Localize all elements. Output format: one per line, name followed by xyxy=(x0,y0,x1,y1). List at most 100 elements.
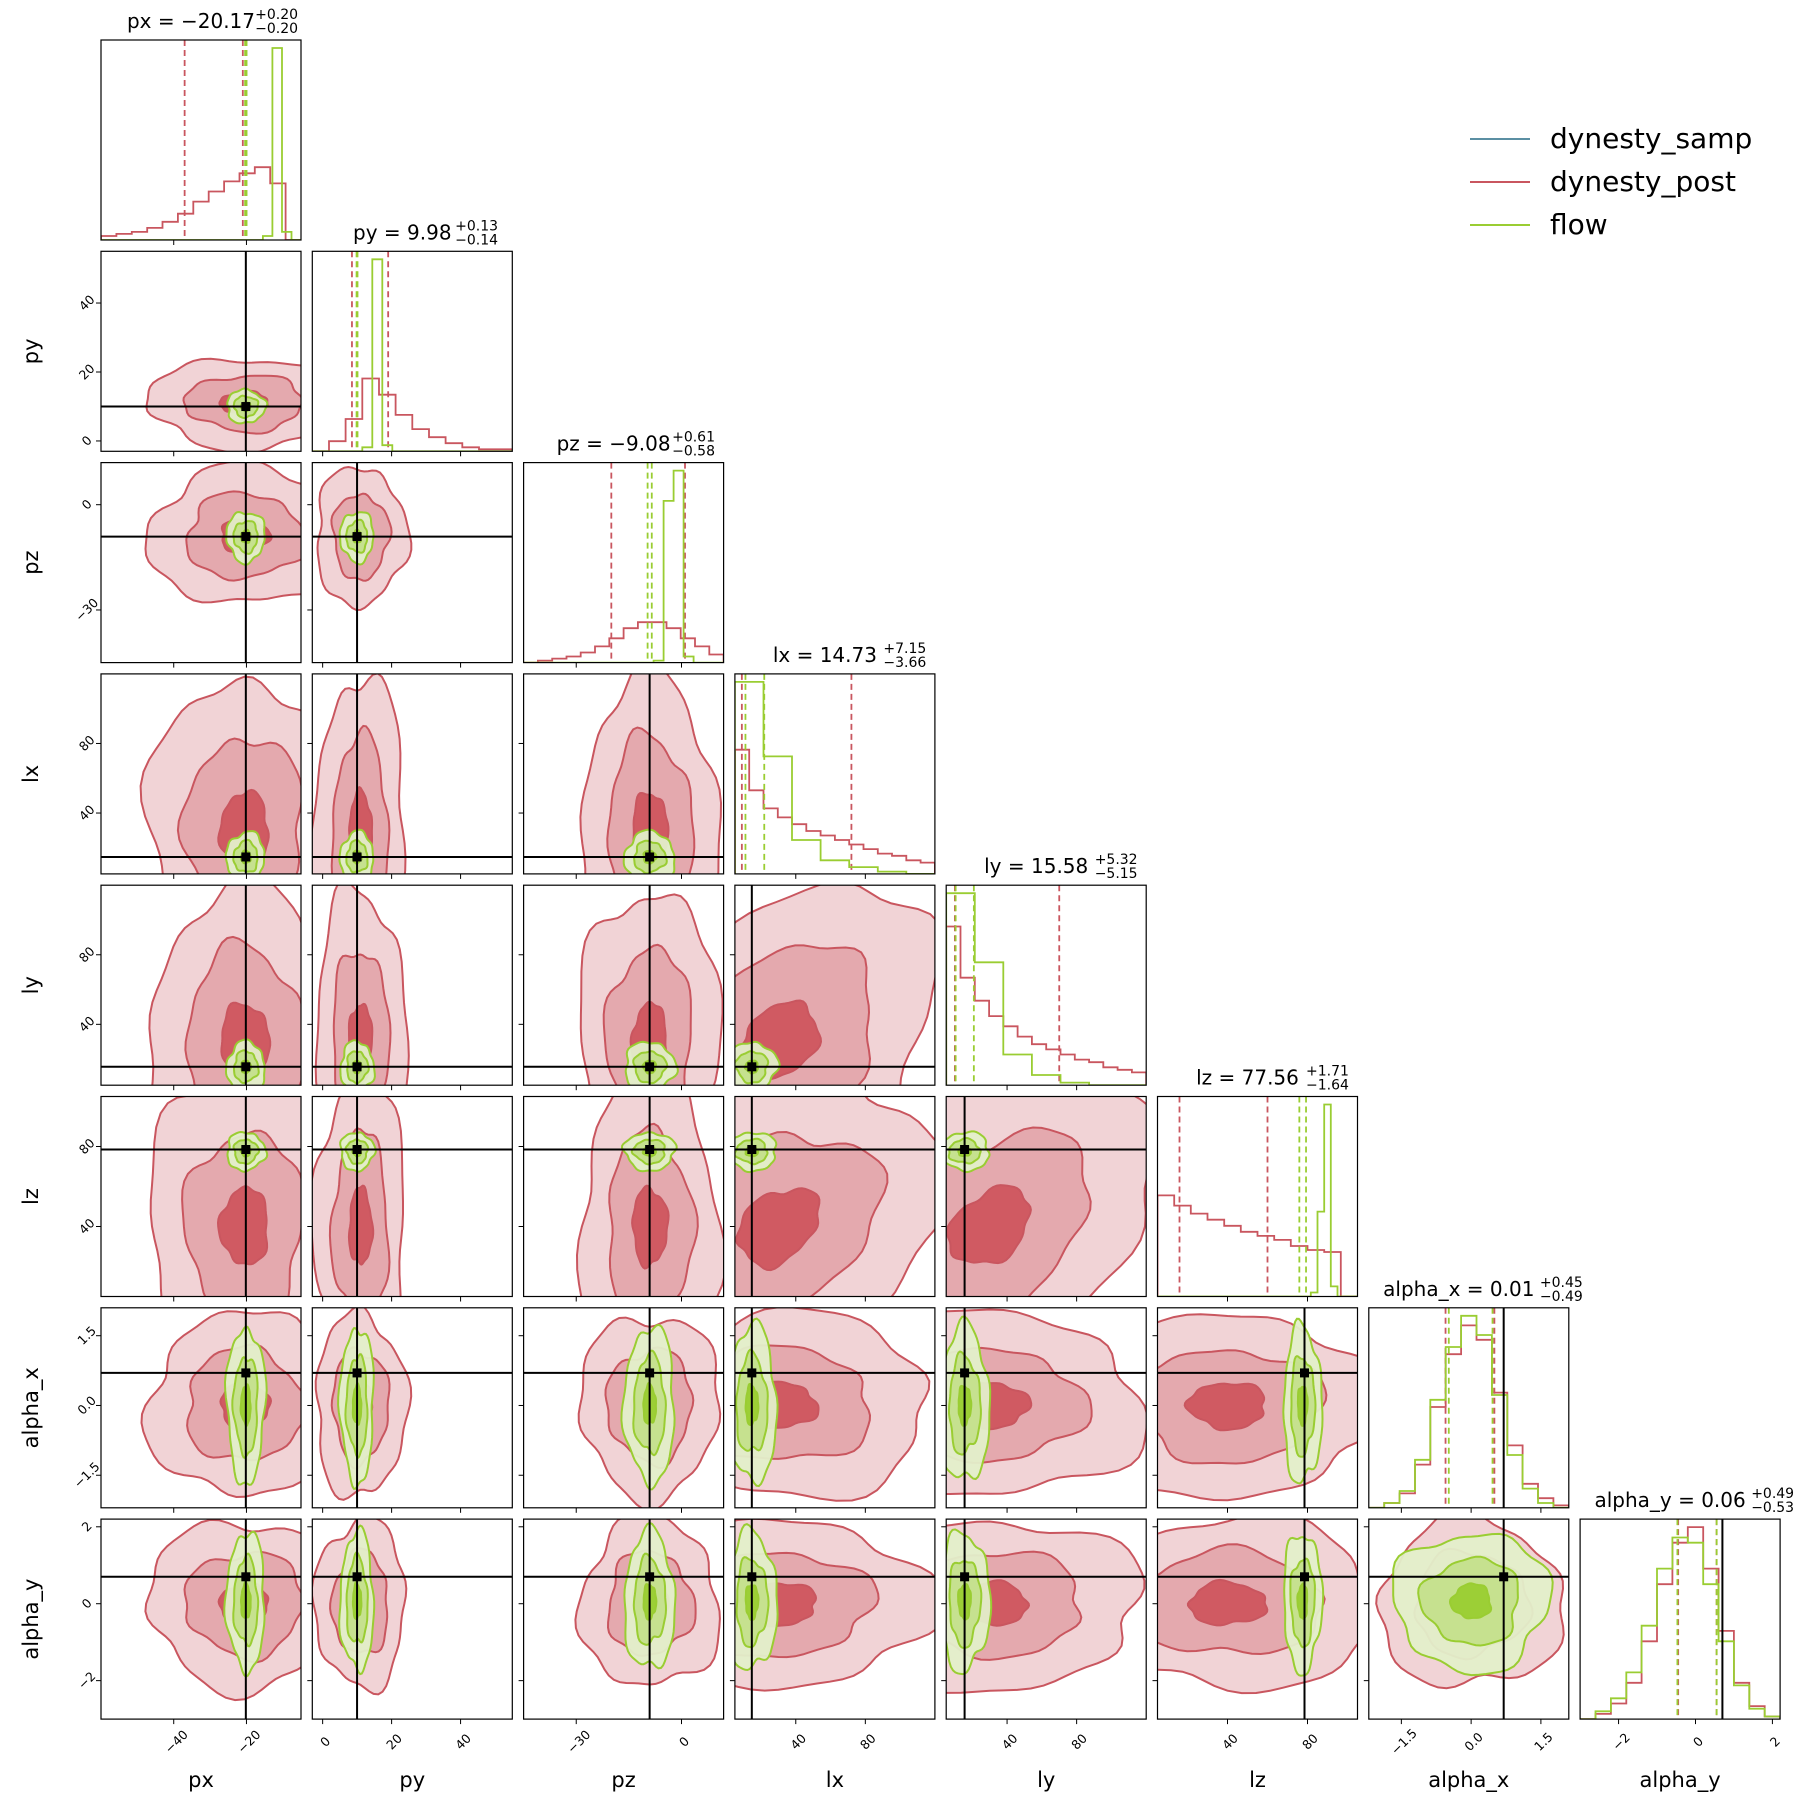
truth-marker xyxy=(747,1572,757,1582)
axes-frame xyxy=(1368,1307,1570,1509)
panel-ly-vs-px xyxy=(101,885,301,1086)
y-axis-label-alpha_y: alpha_y xyxy=(19,1579,44,1660)
axes-frame xyxy=(945,1518,1147,1720)
x-tick-label: −30 xyxy=(564,1727,593,1756)
y-tick-label: 2 xyxy=(79,1518,95,1534)
panel-alpha_y-vs-py xyxy=(312,1519,513,1720)
post-contour-inner xyxy=(946,1184,1032,1265)
hist-group-dynesty-post xyxy=(946,885,1147,1086)
truth-marker xyxy=(352,852,362,862)
post-contour-inner xyxy=(1186,1578,1269,1627)
y-tick-label: 40 xyxy=(76,802,98,824)
panel-alpha_y-vs-px xyxy=(101,1519,301,1720)
panel-alpha_y-vs-ly xyxy=(946,1519,1147,1720)
panel-ly-vs-lx xyxy=(734,885,935,1086)
x-axis-label-alpha_x: alpha_x xyxy=(1428,1768,1509,1793)
axes-frame xyxy=(945,884,1147,1086)
truth-marker xyxy=(645,1145,655,1154)
panel-alpha_x-vs-pz xyxy=(523,1307,724,1508)
title-plus-error: +0.20 xyxy=(255,7,298,23)
x-tick-label: −1.5 xyxy=(1388,1726,1420,1758)
dynesty-post-histogram xyxy=(312,377,513,452)
x-tick-label: 0 xyxy=(1690,1733,1706,1749)
panel-lz-vs-py xyxy=(312,1096,513,1297)
panel-alpha_x-vs-py xyxy=(312,1307,513,1508)
truth-marker xyxy=(960,1572,970,1582)
truth-marker xyxy=(352,1145,362,1154)
axes-frame xyxy=(522,673,725,875)
axes-frame xyxy=(522,884,725,1086)
frame-layer xyxy=(96,39,1781,1725)
title-plus-error: +7.15 xyxy=(883,641,926,657)
y-tick-label: 20 xyxy=(76,361,98,383)
contour-layer xyxy=(101,251,1569,1720)
axes-frame xyxy=(734,1095,936,1298)
title-minus-error: −0.58 xyxy=(672,444,715,460)
title-ly: ly = 15.58 xyxy=(984,854,1088,878)
x-tick-label: 80 xyxy=(1068,1731,1090,1753)
hist-group-flow xyxy=(1368,1307,1569,1508)
axes-frame xyxy=(100,884,302,1086)
x-tick-label: 20 xyxy=(383,1731,405,1753)
truth-marker xyxy=(241,1572,251,1582)
x-axis-label-py: py xyxy=(399,1768,425,1792)
truth-marker xyxy=(241,852,251,862)
y-axis-label-alpha_x: alpha_x xyxy=(19,1367,44,1448)
title-minus-error: −0.53 xyxy=(1751,1500,1794,1516)
axes-frame xyxy=(1156,1518,1359,1720)
truth-marker xyxy=(960,1368,970,1378)
x-axis-label-px: px xyxy=(188,1768,214,1792)
panel-alpha_y-vs-lx xyxy=(734,1519,935,1720)
x-axis-label-ly: ly xyxy=(1037,1768,1055,1792)
truth-marker xyxy=(960,1145,970,1154)
title-minus-error: −3.66 xyxy=(883,655,926,671)
legend-label-flow: flow xyxy=(1550,208,1608,241)
legend-label-dynesty_post: dynesty_post xyxy=(1550,165,1736,198)
x-tick-label: 40 xyxy=(787,1731,809,1753)
panel-lx-vs-px xyxy=(101,673,301,874)
axes-frame xyxy=(1156,1095,1359,1298)
y-tick-label: 80 xyxy=(76,1135,98,1157)
x-tick-label: 0 xyxy=(317,1733,333,1749)
axes-frame xyxy=(734,1307,936,1509)
axes-frame xyxy=(311,1095,513,1298)
axes-frame xyxy=(311,884,513,1086)
hist-group-flow xyxy=(1157,1096,1358,1297)
x-tick-label: 40 xyxy=(1219,1731,1241,1753)
title-alpha_x: alpha_x = 0.01 xyxy=(1383,1277,1534,1301)
y-tick-label: 1.5 xyxy=(74,1323,99,1348)
y-axis-label-ly: ly xyxy=(19,976,43,994)
flow-histogram xyxy=(1580,1536,1781,1720)
panel-alpha_x-vs-lx xyxy=(734,1307,935,1508)
axes-frame xyxy=(522,462,725,664)
y-tick-label: 0 xyxy=(79,496,95,512)
panel-ly-vs-py xyxy=(312,885,513,1086)
truth-marker xyxy=(352,1368,362,1378)
x-tick-label: 80 xyxy=(857,1731,879,1753)
truth-marker xyxy=(645,852,655,862)
y-axis-label-pz: pz xyxy=(19,550,43,574)
panel-alpha_x-vs-ly xyxy=(946,1307,1147,1508)
x-tick-label: 1.5 xyxy=(1531,1729,1556,1754)
panel-lz-vs-ly xyxy=(946,1096,1147,1297)
hist-group-flow xyxy=(101,40,301,240)
truth-marker xyxy=(241,1062,251,1072)
x-tick-label: 0 xyxy=(676,1733,692,1749)
panel-pz-vs-py xyxy=(312,462,513,663)
hist-group-flow xyxy=(946,885,1147,1086)
x-axis-label-lz: lz xyxy=(1249,1768,1266,1792)
dynesty-post-histogram xyxy=(1157,1194,1358,1297)
title-lx: lx = 14.73 xyxy=(773,643,877,667)
dynesty-post-histogram xyxy=(523,621,724,663)
axes-frame xyxy=(100,462,302,664)
y-axis-label-lz: lz xyxy=(19,1188,43,1205)
hist-group-dynesty-post xyxy=(523,462,724,663)
truth-marker xyxy=(1300,1368,1309,1378)
x-axis-label-pz: pz xyxy=(611,1768,635,1792)
x-tick-label: 0.0 xyxy=(1461,1729,1486,1754)
panel-alpha_x-vs-lz xyxy=(1157,1307,1358,1508)
title-plus-error: +0.13 xyxy=(455,218,498,234)
x-tick-label: −20 xyxy=(234,1727,263,1756)
